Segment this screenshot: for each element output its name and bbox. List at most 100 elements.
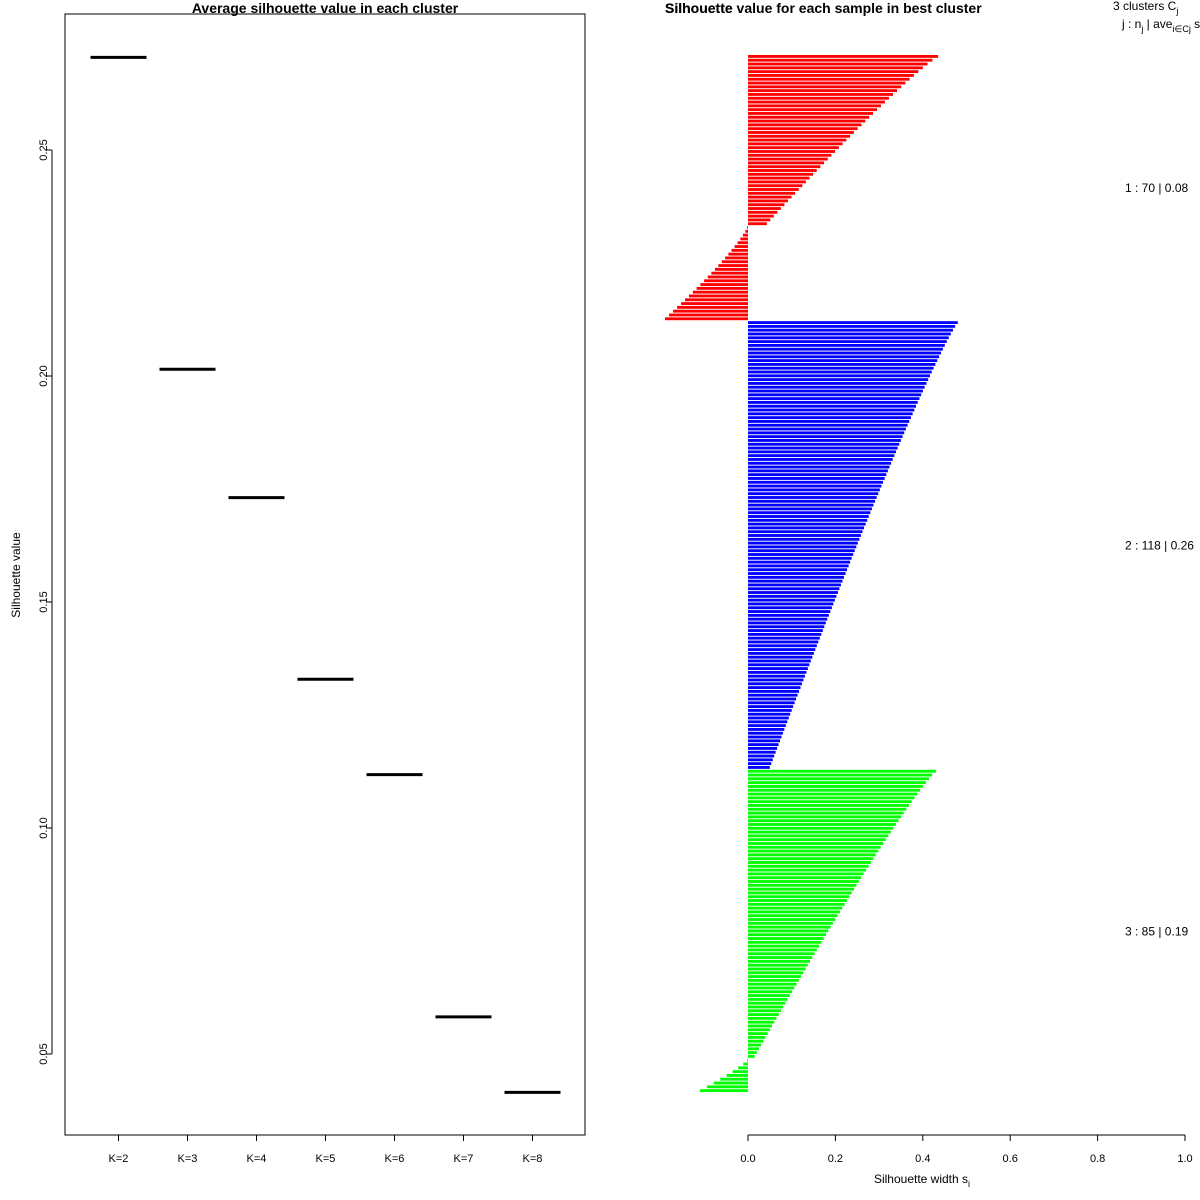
silhouette-bar-cluster-2	[748, 324, 956, 328]
silhouette-bar-cluster-1	[748, 222, 767, 226]
silhouette-bar-cluster-2	[748, 674, 805, 678]
silhouette-bar-cluster-2	[748, 404, 916, 408]
silhouette-bar-cluster-2	[748, 545, 857, 549]
silhouette-bar-cluster-2	[748, 762, 772, 766]
silhouette-bar-cluster-3	[748, 849, 879, 853]
silhouette-bar-cluster-3	[748, 830, 891, 834]
silhouette-bar-cluster-3	[699, 1089, 748, 1093]
silhouette-bar-cluster-1	[748, 146, 839, 150]
silhouette-bar-cluster-1	[748, 112, 874, 115]
silhouette-bar-cluster-1	[748, 96, 889, 100]
silhouette-bar-cluster-3	[732, 1070, 748, 1074]
silhouette-bar-cluster-2	[748, 716, 789, 720]
right-x-tick-label: 0.4	[915, 1153, 930, 1165]
left-y-tick-label: 0.05	[38, 1043, 50, 1064]
silhouette-bar-cluster-2	[748, 549, 855, 553]
silhouette-bar-cluster-1	[748, 81, 906, 85]
silhouette-bar-cluster-2	[748, 693, 798, 697]
silhouette-bar-cluster-2	[748, 701, 795, 705]
silhouette-bar-cluster-1	[677, 305, 748, 309]
silhouette-bar-cluster-3	[748, 978, 799, 982]
silhouette-bar-cluster-2	[748, 720, 788, 724]
silhouette-bar-cluster-2	[748, 465, 890, 469]
left-y-tick-label: 0.25	[38, 139, 50, 160]
silhouette-bar-cluster-3	[748, 899, 847, 902]
left-x-tick-label: K=3	[178, 1153, 198, 1165]
silhouette-bar-cluster-3	[748, 796, 915, 800]
silhouette-bar-cluster-2	[748, 336, 949, 340]
silhouette-bar-cluster-1	[748, 195, 792, 199]
silhouette-bar-cluster-3	[748, 880, 859, 883]
silhouette-bar-cluster-1	[748, 58, 933, 62]
silhouette-bar-cluster-2	[748, 598, 835, 602]
right-title-overlap: Silhouette	[665, 0, 733, 16]
silhouette-bar-cluster-1	[740, 237, 748, 241]
silhouette-bar-cluster-1	[748, 62, 928, 66]
silhouette-bar-cluster-2	[748, 537, 860, 541]
silhouette-bar-cluster-2	[748, 754, 775, 758]
silhouette-bar-cluster-1	[748, 100, 885, 104]
silhouette-bar-cluster-3	[748, 902, 845, 906]
silhouette-bar-cluster-1	[748, 70, 919, 74]
silhouette-bar-cluster-3	[748, 887, 855, 891]
silhouette-bar-cluster-1	[748, 85, 902, 89]
silhouette-bar-cluster-2	[748, 454, 895, 458]
silhouette-bar-cluster-2	[748, 492, 879, 496]
silhouette-bar-cluster-2	[748, 625, 825, 629]
silhouette-bar-cluster-1	[734, 245, 748, 248]
silhouette-bar-cluster-2	[748, 347, 943, 351]
silhouette-bar-cluster-3	[748, 956, 813, 959]
silhouette-bar-cluster-2	[748, 667, 808, 671]
silhouette-bar-cluster-2	[748, 435, 903, 439]
cluster-label-2: 2 : 118 | 0.26	[1125, 538, 1194, 552]
silhouette-bar-cluster-3	[748, 891, 852, 895]
silhouette-bar-cluster-3	[748, 883, 857, 887]
silhouette-bar-cluster-1	[748, 161, 825, 165]
silhouette-bar-cluster-3	[748, 933, 826, 937]
silhouette-bar-cluster-3	[748, 1005, 784, 1009]
silhouette-bar-cluster-2	[748, 750, 776, 754]
silhouette-bar-cluster-2	[748, 526, 865, 530]
right-panel: Silhouette Silhouette value for each sam…	[664, 0, 1200, 1189]
silhouette-bar-cluster-3	[748, 769, 936, 773]
silhouette-bar-cluster-2	[748, 458, 893, 461]
silhouette-bar-cluster-3	[748, 1039, 764, 1043]
silhouette-bar-cluster-3	[748, 952, 815, 956]
silhouette-bar-cluster-1	[748, 104, 881, 108]
silhouette-bar-cluster-3	[738, 1066, 748, 1070]
silhouette-bar-cluster-1	[748, 169, 817, 172]
left-panel: Average silhouette value in each cluster…	[9, 0, 586, 1165]
legend-header-main: 3 clusters Cj	[1113, 0, 1178, 16]
silhouette-bar-cluster-3	[748, 1001, 786, 1005]
silhouette-bar-cluster-2	[748, 602, 834, 606]
silhouette-bar-cluster-3	[748, 845, 881, 849]
silhouette-bar-cluster-1	[748, 180, 806, 184]
silhouette-bar-cluster-3	[748, 864, 869, 868]
silhouette-bar-cluster-2	[748, 617, 828, 621]
left-y-axis: 0.05 0.10 0.15 0.20 0.25	[38, 139, 53, 1065]
silhouette-bar-cluster-3	[748, 975, 801, 978]
right-x-axis-label-main: Silhouette width s	[874, 1172, 968, 1186]
silhouette-bar-cluster-2	[748, 328, 953, 332]
silhouette-bar-cluster-3	[748, 1009, 781, 1013]
silhouette-bar-cluster-3	[748, 868, 867, 872]
silhouette-bar-cluster-2	[748, 461, 892, 465]
silhouette-bar-cluster-1	[748, 134, 851, 138]
silhouette-bar-cluster-2	[748, 583, 841, 587]
silhouette-bar-cluster-2	[748, 739, 780, 743]
silhouette-bar-cluster-1	[700, 283, 748, 286]
silhouette-bar-cluster-3	[748, 800, 912, 804]
silhouette-bar-cluster-2	[748, 420, 910, 423]
silhouette-bar-cluster-2	[748, 747, 778, 750]
silhouette-bar-cluster-2	[748, 515, 869, 518]
silhouette-bar-cluster-2	[748, 477, 885, 480]
silhouette-bar-cluster-2	[748, 587, 840, 591]
silhouette-bar-cluster-2	[748, 682, 802, 686]
silhouette-bar-cluster-2	[748, 469, 888, 473]
silhouette-bar-cluster-2	[748, 766, 770, 769]
right-x-axis-label-sub: i	[968, 1179, 970, 1189]
silhouette-bar-cluster-2	[748, 758, 773, 762]
silhouette-bar-cluster-3	[748, 994, 790, 997]
silhouette-bar-cluster-2	[748, 636, 820, 640]
silhouette-bar-cluster-2	[748, 686, 801, 690]
